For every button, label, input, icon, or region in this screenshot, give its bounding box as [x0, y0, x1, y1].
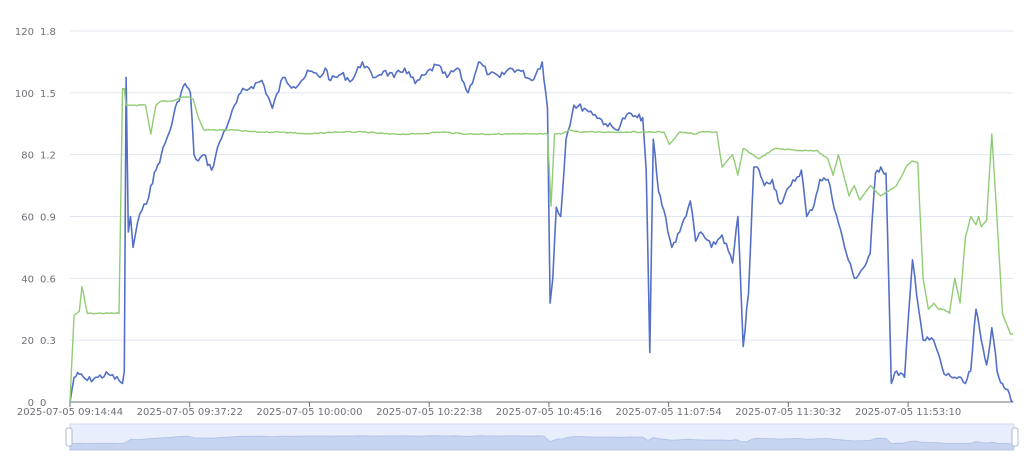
y-right-tick-label: 1.2	[40, 151, 56, 162]
data-zoom-slider[interactable]	[65, 423, 1019, 451]
grid-lines	[70, 30, 1013, 341]
series-line-green	[69, 88, 1013, 403]
y-right-tick-label: 1.5	[40, 89, 56, 100]
y-right-tick-label: 0	[40, 398, 46, 409]
x-tick-label: 2025-07-05 09:37:22	[137, 407, 243, 418]
y-right-tick-label: 0.3	[40, 336, 56, 347]
data-zoom-handle-right[interactable]	[1011, 427, 1019, 447]
series-line-blue	[69, 61, 1014, 403]
y-right-tick-label: 1.8	[40, 27, 56, 38]
x-tick-label: 2025-07-05 11:53:10	[855, 407, 961, 418]
y-left-tick-label: 120	[15, 27, 34, 38]
data-zoom-handle-left[interactable]	[65, 427, 73, 447]
y-left-tick-label: 0	[28, 398, 34, 409]
x-tick-label: 2025-07-05 10:00:00	[256, 407, 362, 418]
y-left-tick-label: 40	[21, 274, 34, 285]
y-left-tick-label: 80	[21, 151, 34, 162]
y-left-tick-label: 100	[15, 89, 34, 100]
x-tick-label: 2025-07-05 11:30:32	[735, 407, 841, 418]
y-right-tick-label: 0.9	[40, 213, 56, 224]
series-group	[69, 61, 1014, 403]
y-right-tick-label: 0.6	[40, 274, 56, 285]
x-tick-label: 2025-07-05 09:14:44	[17, 407, 123, 418]
y-axis-left: 0 20 40 60 80 100 120	[15, 27, 34, 409]
x-tick-label: 2025-07-05 11:07:54	[616, 407, 722, 418]
data-zoom-preview	[69, 435, 1014, 451]
y-axis-right: 0 0.3 0.6 0.9 1.2 1.5 1.8	[40, 27, 56, 409]
y-left-tick-label: 20	[21, 336, 34, 347]
x-axis: 2025-07-05 09:14:44 2025-07-05 09:37:22 20…	[17, 402, 961, 418]
x-tick-label: 2025-07-05 10:22:38	[376, 407, 482, 418]
x-tick-label: 2025-07-05 10:45:16	[496, 407, 602, 418]
y-left-tick-label: 60	[21, 213, 34, 224]
